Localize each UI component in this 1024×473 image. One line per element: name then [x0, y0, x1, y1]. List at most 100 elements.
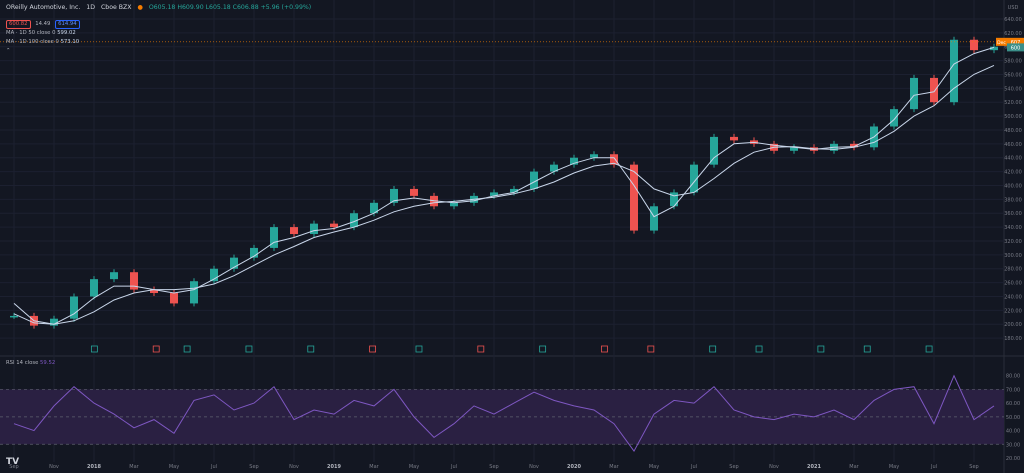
time-tick-label: Sep — [489, 464, 498, 470]
price-tick-label: 200.00 — [1004, 322, 1022, 328]
ma100-value: 573.10 — [60, 39, 80, 45]
candle-body[interactable] — [570, 157, 578, 165]
candle-body[interactable] — [370, 202, 378, 214]
sell-signal-marker[interactable] — [369, 345, 377, 353]
candle-body[interactable] — [510, 188, 518, 193]
candle-body[interactable] — [910, 77, 918, 110]
legend-collapse-icon[interactable]: ⌃ — [6, 48, 11, 54]
ma-price-value: 600 — [1011, 45, 1021, 51]
candle-body[interactable] — [270, 227, 278, 248]
buy-signal-marker[interactable] — [245, 345, 253, 353]
buy-signal-marker[interactable] — [183, 345, 191, 353]
candle-body[interactable] — [10, 315, 18, 318]
candle-body[interactable] — [230, 257, 238, 269]
last-price-value: 607 — [1011, 40, 1021, 46]
sell-signal-marker[interactable] — [601, 345, 608, 353]
candle-body[interactable] — [930, 77, 938, 103]
candle-body[interactable] — [210, 268, 218, 282]
candle-body[interactable] — [550, 164, 558, 172]
price-tick-label: 440.00 — [1004, 156, 1022, 162]
candle-body[interactable] — [290, 227, 298, 235]
candle-body[interactable] — [710, 136, 718, 165]
candle-body[interactable] — [610, 154, 618, 165]
sell-signal-marker[interactable] — [152, 345, 160, 353]
candle-body[interactable] — [410, 188, 418, 196]
candle-body[interactable] — [530, 171, 538, 189]
price-tick-label: 400.00 — [1004, 183, 1022, 189]
candle-body[interactable] — [890, 109, 898, 127]
candle-body[interactable] — [850, 143, 858, 148]
price-tick-label: 420.00 — [1004, 170, 1022, 176]
price-axis[interactable]: 180.00 200.00 220.00 240.00 260.00 280.00 300.… — [1004, 5, 1022, 462]
candle-body[interactable] — [170, 293, 178, 304]
candle-body[interactable] — [50, 318, 58, 326]
sell-signal-marker[interactable] — [647, 345, 655, 353]
candle-body[interactable] — [590, 154, 598, 158]
sell-button[interactable]: 600.82 — [6, 20, 31, 29]
candle-body[interactable] — [150, 289, 158, 294]
candle-body[interactable] — [90, 279, 98, 297]
candle-body[interactable] — [130, 272, 138, 290]
candle-body[interactable] — [790, 147, 798, 151]
candle-body[interactable] — [330, 223, 338, 228]
buy-signal-marker[interactable] — [709, 345, 717, 353]
buy-signal-marker[interactable] — [925, 345, 933, 353]
sell-signal-marker[interactable] — [477, 345, 485, 353]
interval-label[interactable]: 1D — [86, 4, 95, 11]
symbol-title[interactable]: OReilly Automotive, Inc. — [6, 4, 81, 11]
rsi-tick-label: 60.00 — [1006, 401, 1020, 407]
candle-body[interactable] — [450, 202, 458, 207]
buy-signal-marker[interactable] — [90, 345, 98, 353]
buy-signal-marker[interactable] — [817, 345, 825, 353]
price-tick-label: 500.00 — [1004, 114, 1022, 120]
time-tick-label: Sep — [9, 464, 18, 470]
candle-body[interactable] — [630, 164, 638, 231]
price-tick-label: 180.00 — [1004, 336, 1022, 342]
rsi-tick-label: 50.00 — [1006, 415, 1020, 421]
candle-body[interactable] — [310, 223, 318, 235]
price-tick-label: 360.00 — [1004, 211, 1022, 217]
candle-body[interactable] — [490, 192, 498, 196]
ma100-legend[interactable]: MA · 1D 100 close 0 573.10 — [6, 39, 79, 45]
rsi-label: RSI 14 close — [6, 360, 39, 366]
buy-signal-marker[interactable] — [755, 345, 763, 353]
candle-body[interactable] — [950, 39, 958, 103]
buy-signal-marker[interactable] — [863, 345, 871, 353]
buy-button[interactable]: 614.94 — [55, 20, 80, 29]
buy-signal-marker[interactable] — [415, 345, 423, 353]
price-tick-label: 220.00 — [1004, 308, 1022, 314]
ma50-legend[interactable]: MA · 1D 50 close 0 599.02 — [6, 30, 76, 36]
time-tick-label: Nov — [769, 464, 779, 470]
candle-body[interactable] — [350, 213, 358, 228]
ma100-line — [13, 64, 995, 325]
buy-signal-marker[interactable] — [539, 345, 547, 353]
moving-average-layer — [13, 46, 995, 325]
currency-label: USD — [1008, 5, 1019, 11]
rsi-legend[interactable]: RSI 14 close 59.52 — [6, 360, 55, 366]
time-tick-label: May — [409, 464, 419, 470]
candle-body[interactable] — [250, 247, 258, 258]
tradingview-logo[interactable]: TV — [6, 457, 20, 467]
candle-body[interactable] — [70, 296, 78, 319]
ma50-label: MA · 1D 50 close 0 — [6, 30, 56, 36]
price-tick-label: 580.00 — [1004, 59, 1022, 65]
time-tick-label: May — [889, 464, 899, 470]
candle-body[interactable] — [670, 192, 678, 207]
candle-body[interactable] — [390, 188, 398, 203]
candle-body[interactable] — [650, 206, 658, 231]
last-period-label: Dec — [997, 40, 1006, 46]
price-tick-label: 260.00 — [1004, 281, 1022, 287]
signal-layer[interactable] — [90, 345, 933, 353]
candle-body[interactable] — [110, 272, 118, 280]
time-axis[interactable]: Sep Nov 2018 Mar May Jul Sep Nov 2019 Mar May Jul Se… — [9, 464, 978, 470]
candle-body[interactable] — [730, 136, 738, 141]
rsi-tick-label: 80.00 — [1006, 374, 1020, 380]
candle-body[interactable] — [190, 281, 198, 304]
candle-body[interactable] — [970, 39, 978, 51]
time-tick-label: Sep — [969, 464, 978, 470]
buy-signal-marker[interactable] — [307, 345, 315, 353]
candle-body[interactable] — [990, 46, 998, 51]
market-status-dot: ● — [137, 4, 143, 11]
candle-layer[interactable] — [10, 36, 998, 329]
candle-body[interactable] — [690, 164, 698, 193]
